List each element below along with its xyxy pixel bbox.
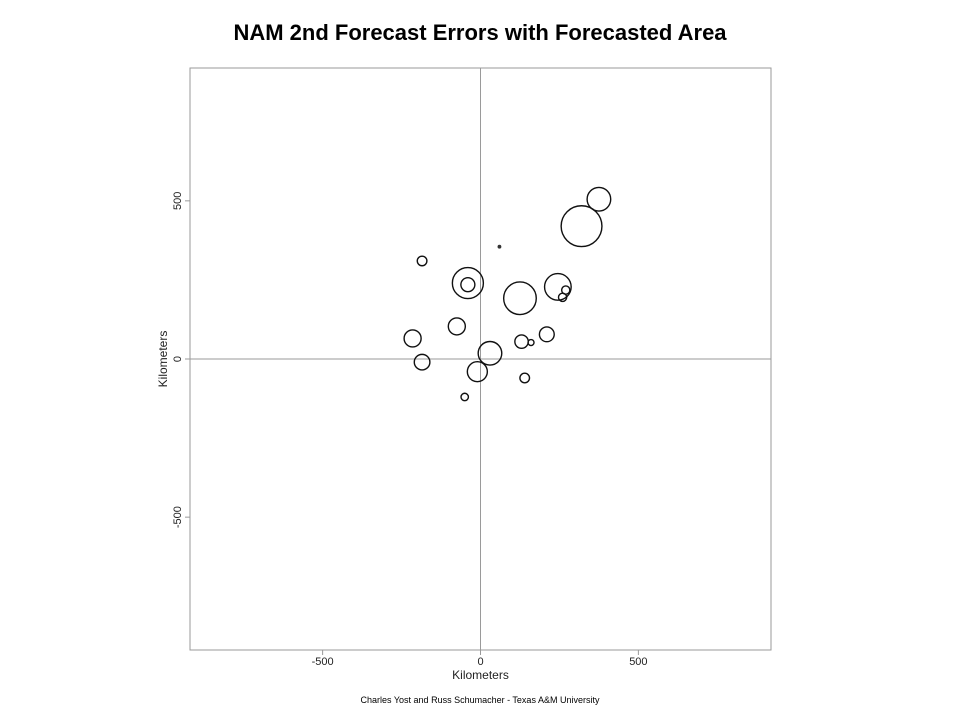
x-axis-ticks: -500 0 500 [312, 650, 648, 668]
data-point-18 [519, 372, 531, 384]
data-point-8 [557, 292, 568, 303]
data-point-12 [403, 329, 422, 348]
y-tick-label: 500 [172, 192, 184, 210]
x-tick-label: -500 [312, 656, 334, 668]
data-point-19 [460, 392, 470, 402]
data-points [403, 186, 612, 402]
chart-title: NAM 2nd Forecast Errors with Forecasted … [233, 20, 727, 45]
y-tick-label: 0 [172, 356, 184, 362]
data-point-16 [413, 353, 431, 371]
y-axis-ticks: -500 0 500 [172, 192, 190, 528]
data-point-13 [514, 334, 529, 350]
y-axis-title: Kilometers [156, 331, 170, 388]
x-tick-label: 0 [477, 656, 483, 668]
data-point-10 [447, 317, 467, 336]
data-point-11 [538, 326, 555, 343]
data-point-4 [451, 266, 485, 300]
data-point-1 [560, 205, 603, 248]
data-point-15 [477, 340, 503, 366]
credit-footer: Charles Yost and Russ Schumacher - Texas… [360, 695, 600, 705]
data-point-5 [460, 276, 476, 293]
data-point-9 [502, 281, 537, 316]
x-axis-title: Kilometers [452, 668, 509, 682]
data-point-0 [586, 186, 612, 212]
data-point-14 [527, 338, 535, 347]
y-tick-label: -500 [172, 506, 184, 528]
data-point-17 [466, 360, 489, 383]
x-tick-label: 500 [629, 656, 647, 668]
data-point-3 [416, 255, 428, 267]
data-point-2 [497, 244, 502, 249]
data-point-6 [543, 272, 572, 301]
